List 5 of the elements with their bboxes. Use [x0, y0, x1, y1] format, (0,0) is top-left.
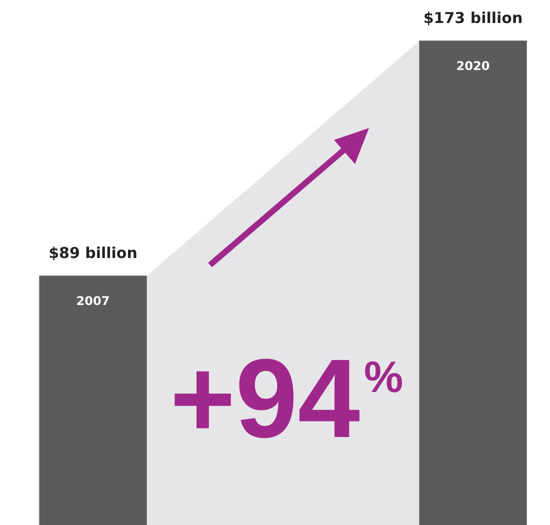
x-tick-label: 2020 [456, 59, 490, 73]
data-label: $89 billion [48, 244, 138, 262]
annotation: +94% [170, 336, 404, 461]
x-tick-label: 2007 [76, 294, 110, 308]
data-label: $173 billion [423, 9, 523, 27]
